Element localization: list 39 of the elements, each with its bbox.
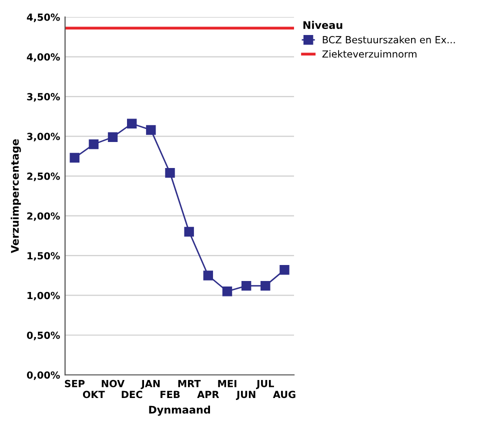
- x-axis-title: Dynmaand: [149, 406, 210, 416]
- x-tick-label: OKT: [82, 390, 105, 398]
- legend-label: BCZ Bestuurszaken en Ex...: [322, 36, 455, 44]
- y-tick-label: 4,00%: [26, 53, 60, 62]
- point: [203, 270, 214, 280]
- x-tick-label: MRT: [178, 380, 201, 388]
- point: [70, 152, 80, 163]
- y-tick-label: 3,50%: [27, 93, 60, 102]
- legend-label: Ziekteverzuimnorm: [322, 50, 416, 58]
- x-tick-label: FEB: [160, 390, 180, 398]
- point: [260, 280, 270, 291]
- point: [126, 118, 137, 128]
- legend-title: Niveau: [303, 20, 342, 29]
- point: [88, 139, 99, 150]
- y-tick-label: 2,00%: [27, 212, 60, 221]
- point: [146, 125, 156, 135]
- point: [222, 286, 232, 296]
- y-tick-label: 0,50%: [26, 332, 60, 340]
- x-tick-label: APR: [197, 390, 220, 398]
- x-tick-label: DEC: [122, 390, 142, 398]
- point: [241, 280, 252, 291]
- point: [165, 168, 175, 178]
- x-tick-label: JAN: [140, 380, 160, 390]
- y-tick-label: 3,00%: [27, 132, 60, 142]
- x-tick-label: SEP: [64, 380, 85, 388]
- y-axis-title: Verzuimpercentage: [10, 139, 21, 254]
- point: [280, 265, 290, 275]
- y-tick-label: 4,50%: [26, 14, 60, 22]
- x-tick-label: MEI: [218, 380, 236, 388]
- x-tick-label: JUN: [236, 390, 256, 400]
- y-tick-label: 1,50%: [28, 252, 60, 261]
- y-tick-label: 2,50%: [27, 172, 60, 182]
- x-tick-label: NOV: [102, 380, 125, 388]
- point: [108, 132, 118, 142]
- x-tick-label: AUG: [272, 390, 296, 398]
- y-tick-label: 1,00%: [28, 292, 60, 300]
- point: [184, 226, 194, 237]
- x-tick-label: JUL: [256, 380, 274, 390]
- y-tick-label: 0,00%: [26, 371, 60, 380]
